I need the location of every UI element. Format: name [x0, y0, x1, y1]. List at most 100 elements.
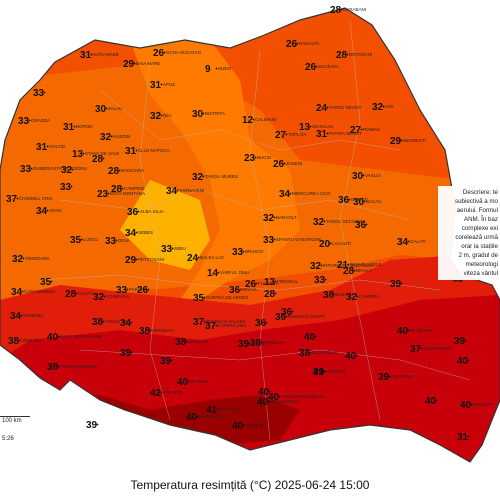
- station-name: APUS: [163, 82, 175, 87]
- weather-station: 33 DUMBRAVITA DE CODRU: [20, 164, 87, 175]
- station-dot: [273, 216, 276, 219]
- station-dot: [118, 169, 121, 172]
- station-dot: [216, 408, 219, 411]
- weather-station: 37 CAMPULUNG: [205, 321, 247, 332]
- station-dot: [388, 375, 391, 378]
- scale-time: 5:26: [2, 436, 14, 442]
- station-dot: [289, 192, 292, 195]
- station-name: VARFUL OMU: [220, 270, 249, 275]
- station-temperature: 40: [186, 412, 198, 423]
- station-name: ALEXANDRIA: [270, 399, 299, 404]
- station-name: ISZER: [218, 66, 232, 71]
- station-name: TURNU SEVERIN: [60, 364, 97, 369]
- description-line: orar la stațiile: [461, 243, 498, 250]
- station-temperature: 21: [337, 260, 349, 271]
- station-name: RAMNICU VALCEA: [206, 319, 246, 324]
- station-name: CAMPENI: [124, 186, 145, 191]
- station-temperature: 30: [95, 104, 107, 115]
- station-dot: [28, 119, 31, 122]
- station-temperature: 33: [20, 164, 32, 175]
- weather-station: 38 PLOIESTI: [250, 338, 283, 349]
- weather-station: 28 BAISOARA: [108, 166, 144, 177]
- station-name: CALARASI: [391, 374, 413, 379]
- weather-station: 28: [264, 289, 277, 300]
- weather-station: 23 BUCIN: [244, 153, 271, 164]
- station-name: CALIMANI: [255, 117, 276, 122]
- station-temperature: 38: [175, 337, 187, 348]
- station-temperature: 31: [316, 129, 328, 140]
- station-temperature: 28: [264, 289, 276, 300]
- station-temperature: 27: [275, 130, 287, 141]
- station-temperature: 37: [6, 194, 18, 205]
- station-temperature: 32: [310, 261, 322, 272]
- station-dot: [324, 278, 327, 281]
- weather-station: 40 BAILESTI: [460, 400, 493, 411]
- weather-station: 28 CUNTU: [65, 289, 94, 300]
- weather-station: 30 BACAU: [353, 197, 382, 208]
- station-dot: [103, 295, 106, 298]
- station-temperature: 39: [120, 348, 132, 359]
- station-temperature: 40: [460, 400, 472, 411]
- station-temperature: 32: [100, 132, 112, 143]
- station-dot: [470, 403, 473, 406]
- station-dot: [137, 210, 140, 213]
- station-dot: [16, 197, 19, 200]
- station-name: VOINEASA: [106, 294, 129, 299]
- station-temperature: 40: [397, 326, 409, 337]
- station-temperature: 35: [193, 293, 205, 304]
- station-dot: [309, 125, 312, 128]
- description-line: ANM. În baz: [463, 216, 498, 223]
- station-name: FUNDATA: [258, 281, 279, 286]
- station-temperature: 29: [125, 255, 137, 266]
- station-temperature: 33: [33, 88, 45, 99]
- station-name: PARANG: [129, 287, 148, 292]
- station-dot: [215, 324, 218, 327]
- weather-station: 39: [86, 420, 99, 431]
- station-name: BAISOARA: [121, 168, 144, 173]
- weather-station: 33: [33, 88, 46, 99]
- station-temperature: 26: [137, 285, 149, 296]
- station-temperature: 33: [105, 236, 117, 247]
- weather-station: 31: [457, 432, 470, 443]
- station-temperature: 28: [92, 154, 104, 165]
- station-temperature: 34: [125, 228, 137, 239]
- station-temperature: 27: [350, 125, 362, 136]
- weather-station: 26 RADAUTI: [286, 39, 319, 50]
- station-dot: [239, 288, 242, 291]
- station-name: BOTA MONTANA: [110, 191, 145, 196]
- weather-station: 32 INTORSURA BUZAULUI: [310, 261, 373, 272]
- station-name: BACAU: [366, 199, 382, 204]
- weather-station: 39: [390, 279, 403, 290]
- station-dot: [115, 239, 118, 242]
- station-temperature: 36: [355, 220, 367, 231]
- station-dot: [43, 91, 46, 94]
- station-name: JOSENI: [286, 161, 302, 166]
- station-name: IASI: [385, 104, 394, 109]
- scale-bar-line: [0, 416, 30, 417]
- station-dot: [285, 133, 288, 136]
- weather-station: 32 TARGU MURES: [192, 172, 238, 183]
- station-temperature: 30: [192, 109, 204, 120]
- station-temperature: 34: [120, 318, 132, 329]
- weather-station: 36: [355, 220, 368, 231]
- station-dot: [102, 320, 105, 323]
- station-dot: [365, 223, 368, 226]
- station-name: BAILESTI: [473, 402, 493, 407]
- station-dot: [107, 192, 110, 195]
- station-temperature: 37: [193, 317, 205, 328]
- station-temperature: 36: [281, 307, 293, 318]
- station-dot: [242, 250, 245, 253]
- weather-station: 34 SEBES: [125, 228, 153, 239]
- station-dot: [130, 321, 133, 324]
- station-name: BUCURESTI: [312, 350, 338, 355]
- station-name: CEAHLAU: [312, 124, 333, 129]
- weather-station: 13 CEAHLAU: [299, 122, 333, 133]
- station-dot: [273, 238, 276, 241]
- station-name: TARGU SECUIESC: [326, 219, 366, 224]
- weather-station: 39 PITESTI: [238, 339, 268, 350]
- station-dot: [420, 347, 423, 350]
- station-dot: [82, 152, 85, 155]
- station-dot: [265, 321, 268, 324]
- description-line: viteza vântul: [463, 270, 498, 277]
- weather-station: 40 ALEXANDRIA: [257, 397, 299, 408]
